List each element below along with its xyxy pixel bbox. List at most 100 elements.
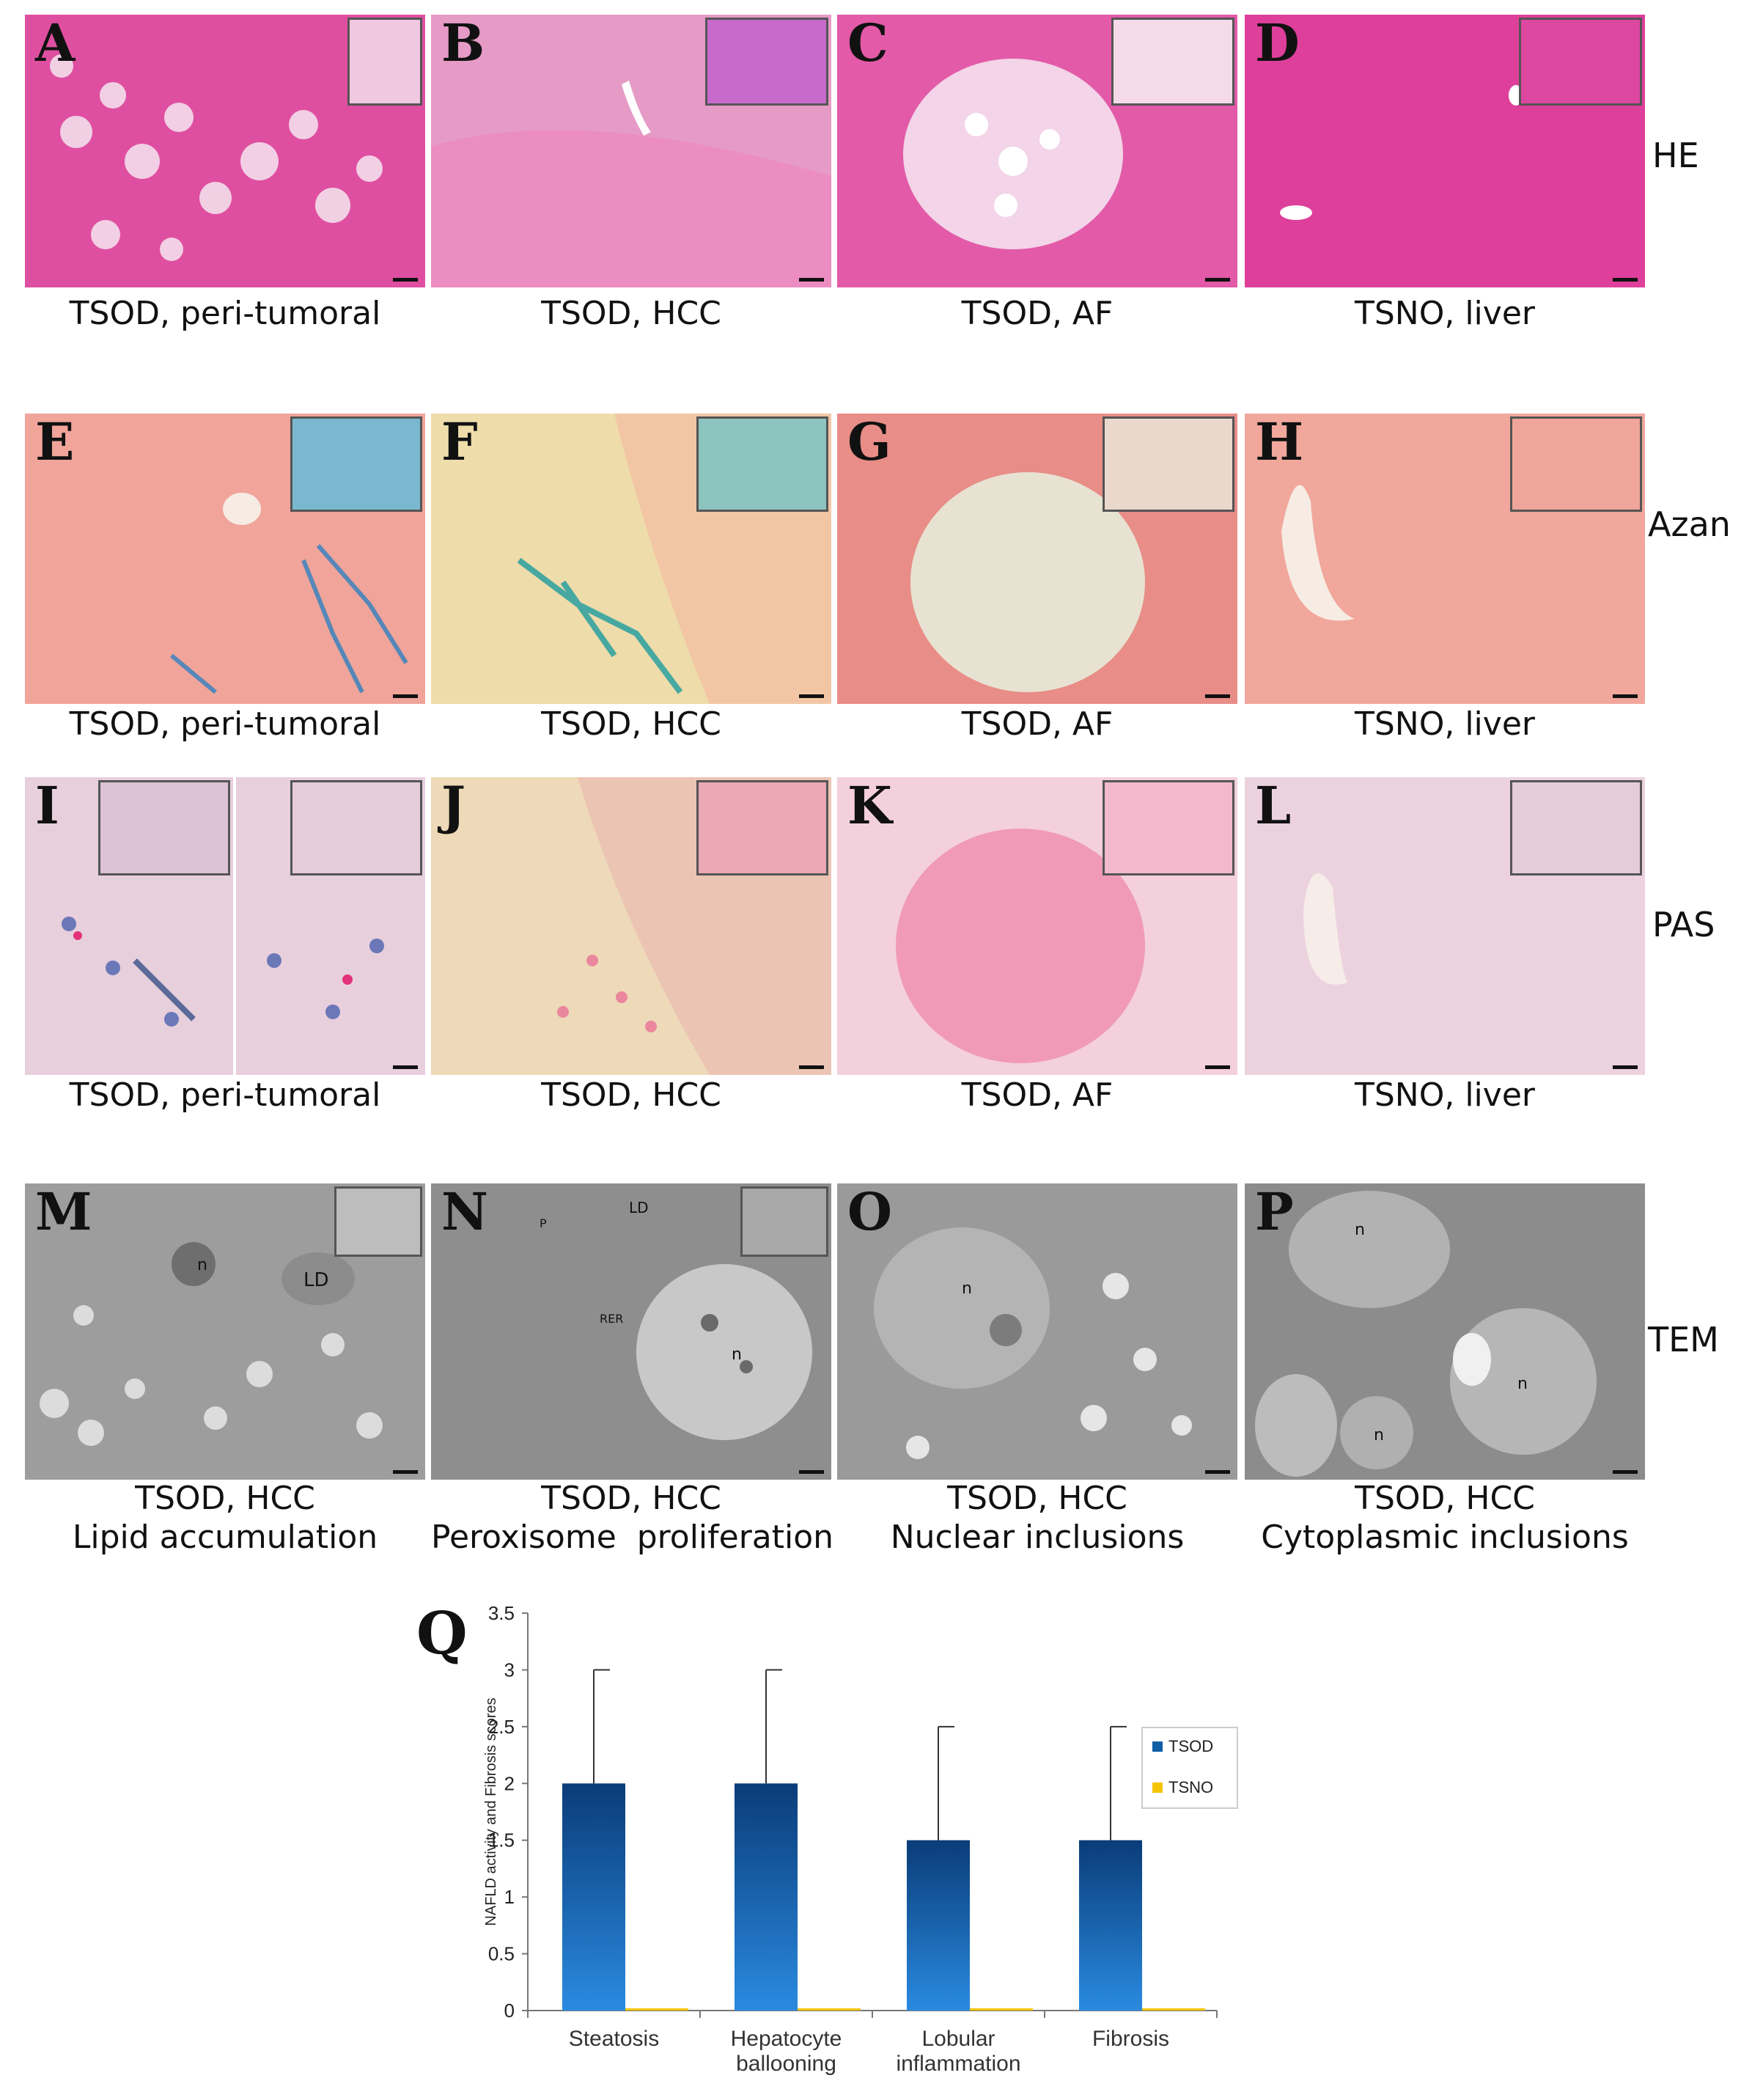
panel-letter-q: Q xyxy=(416,1598,468,1667)
panel-i: I xyxy=(25,777,425,1075)
label-nucleus-n: n xyxy=(962,1280,972,1298)
panel-letter: L xyxy=(1255,777,1292,836)
panel-letter: P xyxy=(1255,1183,1294,1242)
scale-bar xyxy=(1205,1470,1230,1474)
y-tick-label: 3.5 xyxy=(488,1602,515,1624)
panel-p: n n n P xyxy=(1245,1183,1645,1480)
panel-letter: I xyxy=(35,777,59,836)
bar-tsod xyxy=(907,1840,970,2011)
panel-o: n O xyxy=(837,1183,1237,1480)
panel-b: B xyxy=(431,15,831,287)
inset-d xyxy=(1519,18,1642,106)
x-category-label: Hepatocyte xyxy=(731,2027,842,2051)
label-rer: RER xyxy=(600,1312,623,1326)
y-tick-label: 3 xyxy=(504,1659,515,1681)
scale-bar xyxy=(1205,1065,1230,1069)
scale-bar xyxy=(799,694,824,698)
inset-a xyxy=(347,18,422,106)
caption-m: TSOD, HCC Lipid accumulation xyxy=(25,1480,425,1557)
caption-m-line2: Lipid accumulation xyxy=(72,1518,378,1556)
micrograph-tem-n: n LD RER P xyxy=(431,1183,831,1480)
legend-label-tsno: TSNO xyxy=(1168,1778,1213,1796)
bar-tsod xyxy=(1079,1840,1142,2011)
panel-e: E xyxy=(25,414,425,704)
x-category-label: Lobular xyxy=(921,2027,995,2051)
inset-g xyxy=(1103,416,1234,512)
row-label-azan: Azan xyxy=(1648,504,1731,544)
label-nucleus-n: n xyxy=(1517,1375,1528,1393)
inset-m xyxy=(334,1186,422,1257)
caption-i: TSOD, peri-tumoral xyxy=(69,1076,381,1114)
bar-tsno xyxy=(625,2008,688,2011)
scale-bar xyxy=(1613,1470,1638,1474)
inset-f xyxy=(696,416,828,512)
inset-l xyxy=(1510,780,1642,875)
x-category-label: Steatosis xyxy=(569,2027,659,2051)
y-tick-label: 0.5 xyxy=(488,1943,515,1965)
panel-m: n LD M xyxy=(25,1183,425,1480)
panel-n: n LD RER P N xyxy=(431,1183,831,1480)
caption-f: TSOD, HCC xyxy=(541,705,721,743)
caption-n: TSOD, HCC Peroxisome proliferation xyxy=(431,1480,833,1557)
y-axis-title: NAFLD activity and Fibrosis scores xyxy=(483,1697,499,1925)
panel-letter: H xyxy=(1255,414,1304,472)
panel-letter: M xyxy=(35,1183,92,1242)
inset-j xyxy=(696,780,828,875)
y-tick-label: 1 xyxy=(504,1886,515,1908)
y-tick-label: 1.5 xyxy=(488,1829,515,1851)
caption-l: TSNO, liver xyxy=(1355,1076,1535,1114)
scale-bar xyxy=(799,1065,824,1069)
caption-n-line1: TSOD, HCC xyxy=(541,1480,721,1517)
caption-a: TSOD, peri-tumoral xyxy=(69,295,381,332)
panel-d: D xyxy=(1245,15,1645,287)
scale-bar xyxy=(1205,694,1230,698)
y-tick-label: 0 xyxy=(504,2000,515,2022)
label-nucleus-n: n xyxy=(197,1256,207,1274)
legend-label-tsod: TSOD xyxy=(1168,1737,1213,1755)
inset-k xyxy=(1103,780,1234,875)
y-tick-label: 2.5 xyxy=(488,1716,515,1738)
panel-letter: K xyxy=(847,777,892,836)
bar-tsno xyxy=(1142,2008,1205,2011)
caption-h: TSNO, liver xyxy=(1355,705,1535,743)
scale-bar xyxy=(799,1470,824,1474)
label-lipid-droplet-ld: LD xyxy=(629,1199,649,1216)
y-tick-label: 2 xyxy=(504,1772,515,1794)
bar-tsod xyxy=(562,1783,625,2011)
caption-d: TSNO, liver xyxy=(1355,295,1535,332)
micrograph-azan-g xyxy=(837,414,1237,704)
bar-chart-q: 0 0.5 1 1.5 2 2.5 3 3.5 NAFLD activity and Fibro… xyxy=(425,1598,1268,2097)
caption-e: TSOD, peri-tumoral xyxy=(69,705,381,743)
inset-b xyxy=(705,18,828,106)
panel-c: C xyxy=(837,15,1237,287)
x-category-label: ballooning xyxy=(736,2052,836,2076)
panel-letter: C xyxy=(847,15,888,73)
label-nucleus-n: n xyxy=(1355,1221,1365,1239)
panel-j: J xyxy=(431,777,831,1075)
label-nucleus-n: n xyxy=(732,1345,742,1364)
caption-j: TSOD, HCC xyxy=(541,1076,721,1114)
panel-letter: F xyxy=(441,414,478,472)
scale-bar xyxy=(1613,694,1638,698)
caption-k: TSOD, AF xyxy=(961,1076,1114,1114)
panel-f: F xyxy=(431,414,831,704)
panel-letter: G xyxy=(847,414,891,472)
label-peroxisome-p: P xyxy=(540,1216,547,1230)
panel-letter: B xyxy=(441,15,485,73)
panel-letter: N xyxy=(441,1183,488,1242)
caption-o-line2: Nuclear inclusions xyxy=(890,1518,1185,1556)
x-category-label: Fibrosis xyxy=(1092,2027,1169,2051)
row-label-tem: TEM xyxy=(1648,1320,1719,1359)
legend-box xyxy=(1141,1727,1238,1809)
micrograph-he-b xyxy=(431,15,831,287)
caption-m-line1: TSOD, HCC xyxy=(135,1480,315,1517)
scale-bar xyxy=(1205,278,1230,282)
panel-letter: A xyxy=(35,15,76,73)
panel-a: A xyxy=(25,15,425,287)
legend-swatch-tsno xyxy=(1152,1783,1163,1793)
scale-bar xyxy=(393,694,418,698)
scale-bar xyxy=(799,278,824,282)
panel-g: G xyxy=(837,414,1237,704)
x-category-label: inflammation xyxy=(896,2052,1020,2076)
panel-letter: D xyxy=(1255,15,1300,73)
